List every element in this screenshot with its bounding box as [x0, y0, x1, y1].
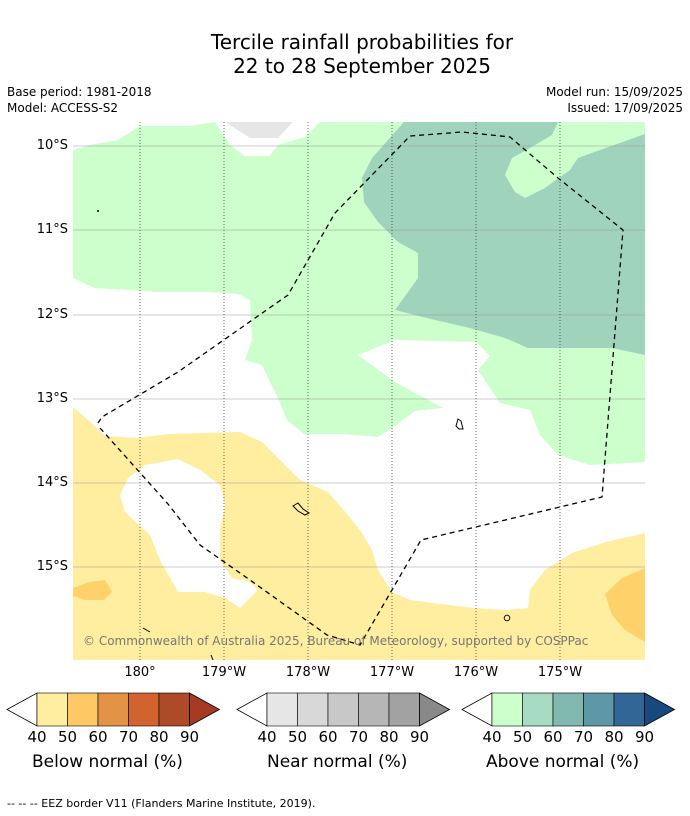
- colorbar-tick-label: 80: [379, 728, 399, 746]
- colorbar-segment: [67, 692, 99, 727]
- colorbar-tick-label: 80: [604, 728, 624, 746]
- colorbar-above-title: Above normal (%): [486, 752, 640, 772]
- lat-label-14s: 14°S: [36, 475, 68, 490]
- copyright-text: © Commonwealth of Australia 2025, Bureau…: [83, 634, 588, 648]
- footer-eez-note: -- -- -- EEZ border V11 (Flanders Marine…: [7, 797, 316, 810]
- map-title: Tercile rainfall probabilities for 22 to…: [0, 30, 690, 78]
- colorbar-max-arrow: [189, 692, 221, 727]
- lat-label-12s: 12°S: [36, 307, 68, 322]
- colorbars: [6, 692, 676, 727]
- colorbar-tick-label: 80: [149, 728, 169, 746]
- colorbar-tick-label: 40: [257, 728, 277, 746]
- white-gap-topleft: [73, 122, 215, 150]
- model-name: Model: ACCESS-S2: [7, 101, 119, 115]
- colorbar-segment: [583, 692, 615, 727]
- lon-label-179w: 179°W: [201, 665, 247, 680]
- colorbar-tick-label: 50: [287, 728, 308, 746]
- below-normal-50-region-east: [605, 568, 645, 642]
- island-dot-west: [97, 210, 99, 212]
- island-center: [292, 502, 310, 516]
- white-hole-below: [120, 459, 258, 608]
- colorbar-segment: [491, 692, 523, 727]
- colorbar-tick-label: 90: [179, 728, 200, 746]
- white-gap-top: [215, 122, 320, 156]
- island-east: [455, 418, 464, 430]
- island-south: [503, 614, 511, 622]
- lon-label-175w: 175°W: [537, 665, 583, 680]
- colorbar-min-arrow: [461, 692, 493, 727]
- title-line-2: 22 to 28 September 2025: [233, 54, 491, 78]
- lon-label-180: 180°: [124, 665, 156, 680]
- colorbar-segment: [522, 692, 554, 727]
- above-normal-50-region: [362, 122, 645, 355]
- base-period: Base period: 1981-2018: [7, 85, 152, 99]
- colorbar-tick-label: 50: [512, 728, 533, 746]
- colorbar-segment: [327, 692, 359, 727]
- lon-label-178w: 178°W: [285, 665, 331, 680]
- below-normal-50-region-west: [73, 580, 112, 600]
- colorbar-tick-label: 90: [409, 728, 430, 746]
- colorbar-tick-label: 60: [318, 728, 338, 746]
- island-bottom: [210, 654, 214, 660]
- colorbar-tick-label: 70: [118, 728, 139, 746]
- eez-border: [97, 131, 624, 646]
- colorbar-segment: [97, 692, 129, 727]
- colorbar-tick-label: 60: [543, 728, 563, 746]
- title-line-1: Tercile rainfall probabilities for: [210, 30, 514, 54]
- colorbar-above: [461, 692, 676, 727]
- colorbar-tick-label: 40: [27, 728, 47, 746]
- colorbar-tick-label: 50: [57, 728, 78, 746]
- island-southwest: [142, 627, 151, 633]
- lon-label-177w: 177°W: [369, 665, 415, 680]
- colorbar-tick-label: 70: [348, 728, 369, 746]
- colorbar-min-arrow: [6, 692, 38, 727]
- colorbar-near-title: Near normal (%): [267, 752, 408, 772]
- colorbar-max-arrow: [419, 692, 451, 727]
- colorbar-segment: [297, 692, 329, 727]
- colorbar-min-arrow: [236, 692, 268, 727]
- colorbar-tick-label: 90: [634, 728, 655, 746]
- meta-left: Base period: 1981-2018 Model: ACCESS-S2: [7, 84, 152, 116]
- colorbar-tick-label: 70: [573, 728, 594, 746]
- colorbar-segment: [36, 692, 68, 727]
- colorbar-below: [6, 692, 221, 727]
- colorbar-tick-label: 60: [88, 728, 108, 746]
- colorbar-near: [236, 692, 451, 727]
- colorbar-segment: [128, 692, 160, 727]
- model-run: Model run: 15/09/2025: [545, 85, 683, 99]
- colorbar-segment: [613, 692, 645, 727]
- lat-label-10s: 10°S: [36, 138, 68, 153]
- lat-label-13s: 13°S: [36, 391, 68, 406]
- lon-label-176w: 176°W: [453, 665, 499, 680]
- colorbar-segment: [358, 692, 390, 727]
- colorbar-segment: [552, 692, 584, 727]
- meta-right: Model run: 15/09/2025 Issued: 17/09/2025: [546, 84, 683, 116]
- colorbar-below-title: Below normal (%): [32, 752, 183, 772]
- lat-label-11s: 11°S: [36, 222, 68, 237]
- colorbar-segment: [388, 692, 420, 727]
- issued-date: Issued: 17/09/2025: [567, 101, 683, 115]
- map-area: © Commonwealth of Australia 2025, Bureau…: [73, 122, 645, 660]
- colorbar-tick-label: 40: [482, 728, 502, 746]
- colorbar-segment: [266, 692, 298, 727]
- map-gridlines: [73, 145, 645, 568]
- colorbar-segment: [158, 692, 190, 727]
- below-normal-40-region: [73, 407, 645, 660]
- near-normal-40-region: [225, 122, 293, 138]
- colorbar-max-arrow: [644, 692, 676, 727]
- lat-label-15s: 15°S: [36, 559, 68, 574]
